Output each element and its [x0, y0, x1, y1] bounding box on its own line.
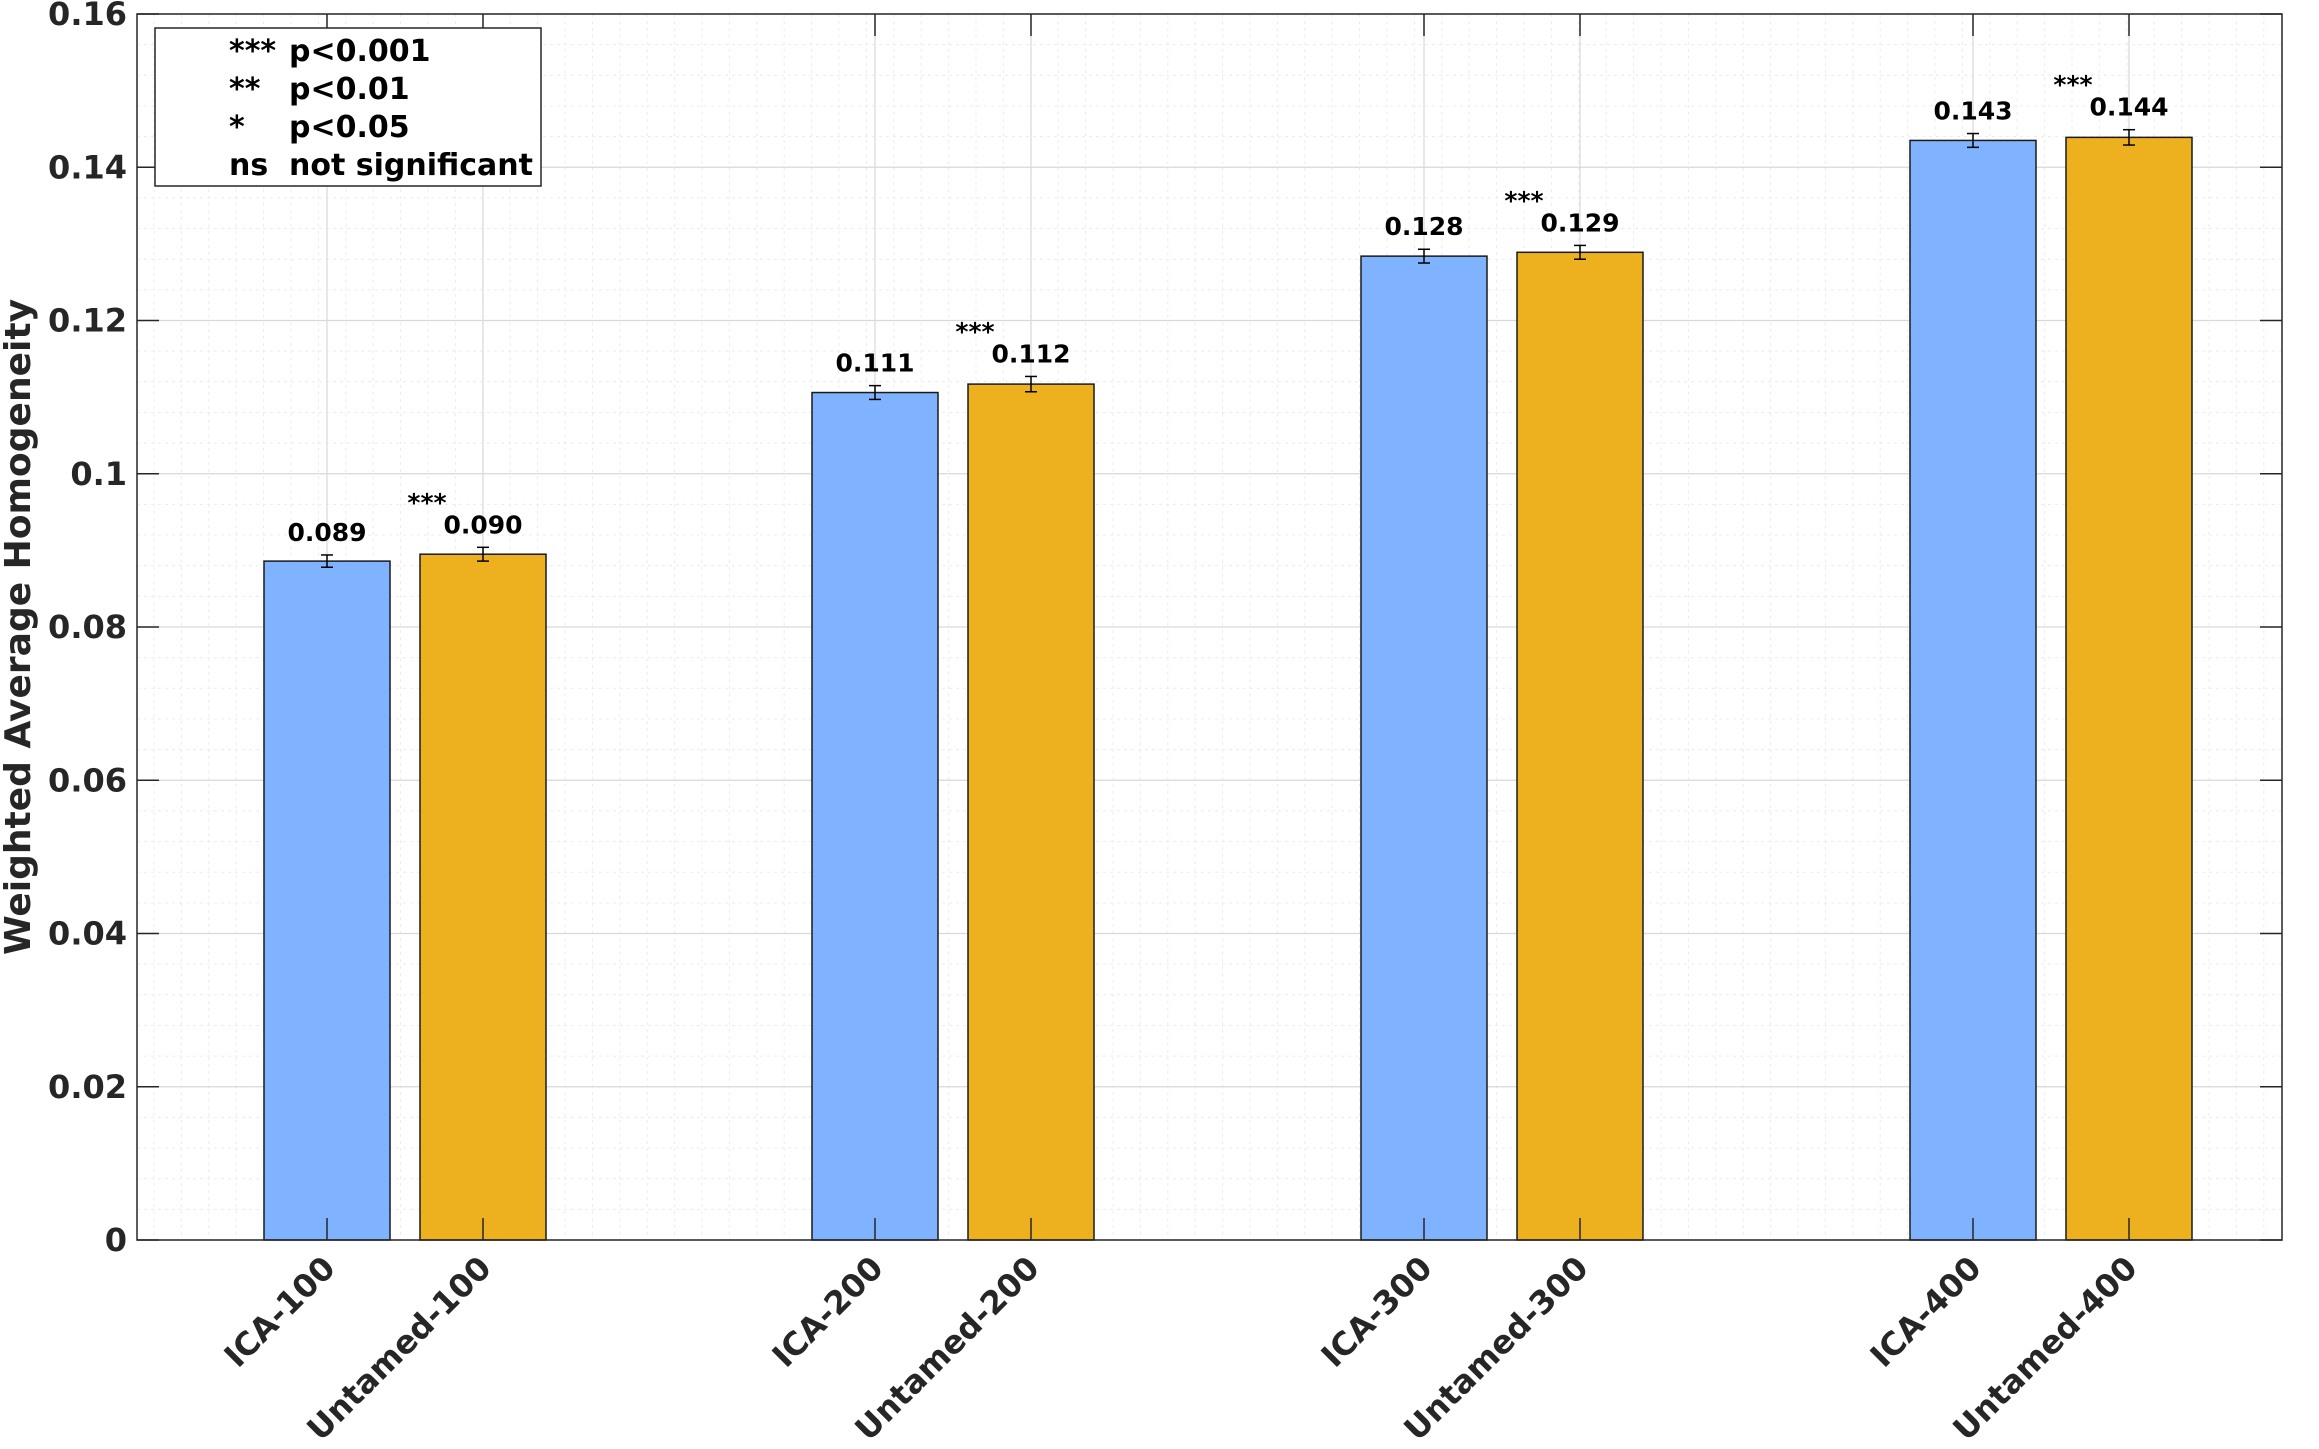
annotations: 0.089 0.090***0.111 0.112***0.128 0.129***0…	[287, 71, 2168, 547]
significance-label: ***	[407, 488, 446, 517]
significance-label: ***	[1504, 186, 1543, 215]
y-tick-label: 0.06	[48, 761, 127, 799]
value-label: 0.089	[287, 518, 366, 547]
legend-symbol: ns	[229, 148, 268, 183]
value-label: 0.129	[1540, 208, 1619, 237]
y-tick-labels: 0 0.02 0.04 0.06 0.08 0.1 0.12 0.14 0.16	[48, 0, 127, 1259]
bar-ica-300	[1360, 255, 1488, 1241]
axis-ticks	[137, 13, 2282, 1241]
bar-untamed-200	[967, 383, 1095, 1241]
y-tick-label: 0.12	[48, 302, 127, 340]
significance-label: ***	[2053, 71, 2092, 100]
y-axis-label: Weighted Average Homogeneity	[0, 299, 39, 955]
bar-ica-200	[811, 391, 939, 1241]
legend-text: not significant	[289, 148, 533, 183]
bar-untamed-400	[2065, 136, 2193, 1241]
bar-ica-100	[263, 560, 391, 1241]
y-tick-label: 0.02	[48, 1068, 127, 1106]
legend-symbol: ***	[229, 34, 276, 69]
value-label: 0.111	[835, 349, 914, 378]
significance-label: ***	[955, 317, 994, 346]
y-tick-label: 0.08	[48, 608, 127, 646]
value-label: 0.144	[2089, 93, 2168, 122]
y-tick-label: 0.1	[70, 455, 127, 493]
legend-symbol: *	[229, 110, 245, 145]
legend-box	[154, 27, 542, 187]
bar-untamed-100	[419, 553, 547, 1241]
value-label: 0.128	[1384, 212, 1463, 241]
y-tick-label: 0.14	[48, 148, 127, 186]
y-tick-label: 0.04	[48, 915, 127, 953]
legend-text: p<0.05	[289, 110, 410, 145]
bars	[263, 128, 2193, 1241]
bar-ica-400	[1909, 139, 2037, 1241]
value-label: 0.112	[991, 339, 1070, 368]
value-label: 0.143	[1933, 97, 2012, 126]
significance-legend: *** p<0.001 ** p<0.01 * p<0.05 ns not significa…	[154, 27, 542, 187]
y-tick-label: 0.16	[48, 0, 127, 33]
y-tick-label: 0	[105, 1221, 127, 1259]
bar-untamed-300	[1516, 251, 1644, 1241]
legend-symbol: **	[229, 72, 261, 107]
legend-text: p<0.001	[289, 34, 431, 69]
value-label: 0.090	[443, 510, 522, 539]
legend-text: p<0.01	[289, 72, 410, 107]
